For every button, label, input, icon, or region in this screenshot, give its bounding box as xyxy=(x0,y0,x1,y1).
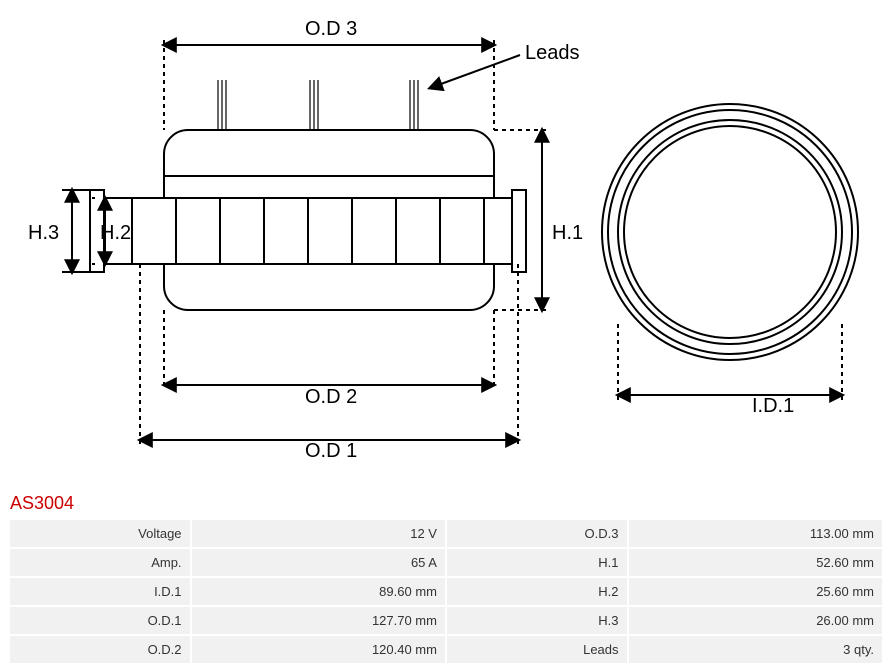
label-h2: H.2 xyxy=(100,222,131,245)
spec-value: 120.40 mm xyxy=(192,636,445,663)
spec-value: 52.60 mm xyxy=(629,549,882,576)
technical-drawing: O.D 3 O.D 2 O.D 1 H.1 H.2 H.3 I.D.1 Lead… xyxy=(0,0,892,492)
spec-key: H.1 xyxy=(447,549,627,576)
spec-value: 3 qty. xyxy=(629,636,882,663)
spec-key: Voltage xyxy=(10,520,190,547)
spec-value: 89.60 mm xyxy=(192,578,445,605)
spec-key: Leads xyxy=(447,636,627,663)
table-row: Amp.65 AH.152.60 mm xyxy=(10,549,882,576)
spec-value: 26.00 mm xyxy=(629,607,882,634)
spec-key: O.D.1 xyxy=(10,607,190,634)
spec-key: I.D.1 xyxy=(10,578,190,605)
spec-value: 12 V xyxy=(192,520,445,547)
drawing-svg xyxy=(0,0,892,492)
spec-value: 65 A xyxy=(192,549,445,576)
spec-value: 25.60 mm xyxy=(629,578,882,605)
spec-key: O.D.3 xyxy=(447,520,627,547)
spec-value: 127.70 mm xyxy=(192,607,445,634)
label-od3: O.D 3 xyxy=(305,18,357,41)
label-h3: H.3 xyxy=(28,222,59,245)
spec-value: 113.00 mm xyxy=(629,520,882,547)
table-row: O.D.1127.70 mmH.326.00 mm xyxy=(10,607,882,634)
table-row: I.D.189.60 mmH.225.60 mm xyxy=(10,578,882,605)
spec-table: Voltage12 VO.D.3113.00 mmAmp.65 AH.152.6… xyxy=(8,518,884,665)
spec-key: Amp. xyxy=(10,549,190,576)
table-row: Voltage12 VO.D.3113.00 mm xyxy=(10,520,882,547)
label-od1: O.D 1 xyxy=(305,440,357,463)
label-id1: I.D.1 xyxy=(752,395,794,418)
part-number: AS3004 xyxy=(10,493,74,514)
label-h1: H.1 xyxy=(552,222,583,245)
spec-key: O.D.2 xyxy=(10,636,190,663)
table-row: O.D.2120.40 mmLeads3 qty. xyxy=(10,636,882,663)
label-leads: Leads xyxy=(525,42,580,65)
label-od2: O.D 2 xyxy=(305,386,357,409)
spec-key: H.2 xyxy=(447,578,627,605)
spec-key: H.3 xyxy=(447,607,627,634)
